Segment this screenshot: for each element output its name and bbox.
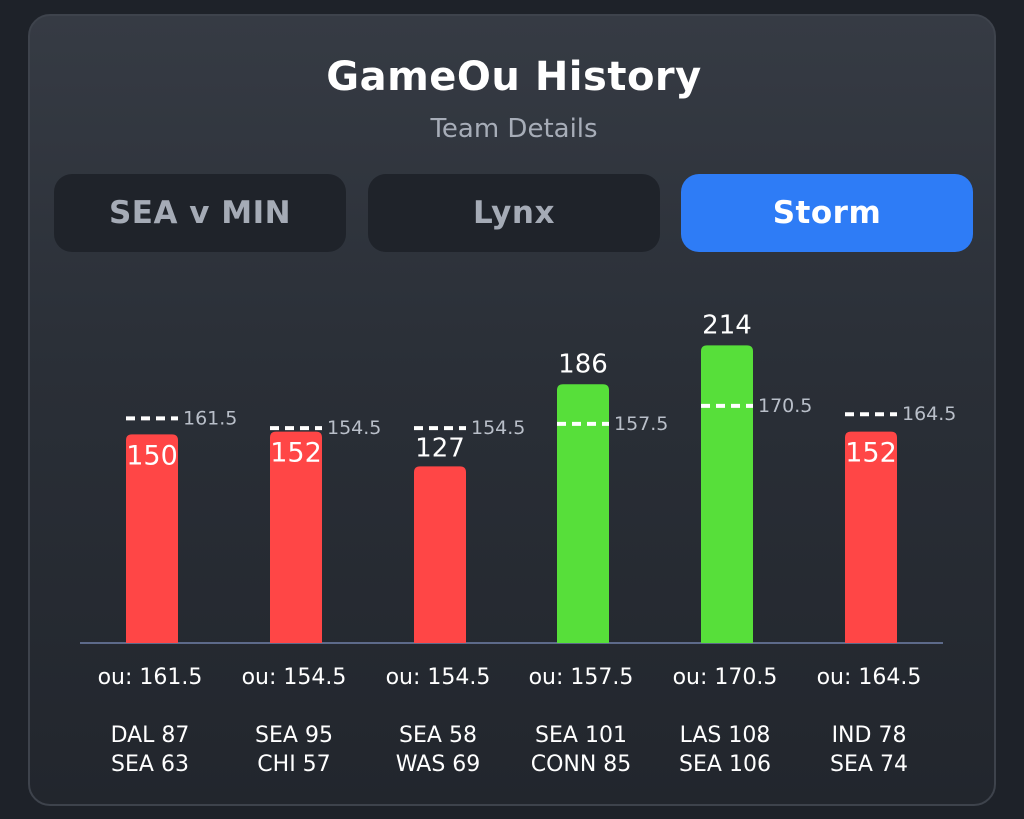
- bar-2: [270, 431, 322, 643]
- bar-value-label-1: 150: [126, 440, 178, 471]
- score-line-1-1: DAL 87: [111, 723, 190, 748]
- bar-1: [126, 434, 178, 643]
- bar-value-label-5: 214: [702, 310, 752, 340]
- bar-value-label-2: 152: [270, 438, 322, 469]
- score-line-1-6: IND 78: [832, 723, 907, 748]
- tab-sea-v-min[interactable]: SEA v MIN: [54, 174, 346, 252]
- score-line-1-3: SEA 58: [399, 723, 477, 748]
- bar-value-label-4: 186: [558, 349, 608, 379]
- ou-marker-label-2: 154.5: [327, 417, 381, 439]
- ou-marker-label-3: 154.5: [471, 417, 525, 439]
- score-line-2-6: SEA 74: [830, 752, 908, 777]
- score-line-1-5: LAS 108: [680, 723, 771, 748]
- score-line-1-2: SEA 95: [255, 723, 333, 748]
- ou-value-3: ou: 154.5: [386, 665, 491, 690]
- ou-value-2: ou: 154.5: [242, 665, 347, 690]
- score-line-2-4: CONN 85: [531, 752, 632, 777]
- ou-marker-label-1: 161.5: [183, 407, 237, 429]
- ou-marker-label-5: 170.5: [758, 395, 812, 417]
- bar-6: [845, 431, 897, 643]
- ou-value-1: ou: 161.5: [98, 665, 203, 690]
- bar-value-label-3: 127: [415, 433, 465, 463]
- ou-marker-label-4: 157.5: [614, 413, 668, 435]
- bar-5: [701, 345, 753, 643]
- score-line-1-4: SEA 101: [535, 723, 627, 748]
- score-line-2-1: SEA 63: [111, 752, 189, 777]
- tab-storm[interactable]: Storm: [681, 174, 973, 252]
- score-line-2-3: WAS 69: [396, 752, 481, 777]
- score-line-2-5: SEA 106: [679, 752, 771, 777]
- ou-value-6: ou: 164.5: [817, 665, 922, 690]
- page-title: GameOu History: [326, 54, 702, 100]
- tab-lynx[interactable]: Lynx: [368, 174, 660, 252]
- bar-3: [414, 466, 466, 643]
- score-line-2-2: CHI 57: [257, 752, 330, 777]
- ou-value-5: ou: 170.5: [673, 665, 778, 690]
- ou-marker-label-6: 164.5: [902, 403, 956, 425]
- bar-4: [557, 384, 609, 643]
- game-ou-history-card: GameOu History Team Details SEA v MIN Ly…: [28, 14, 996, 806]
- bar-value-label-6: 152: [845, 438, 897, 469]
- page-subtitle: Team Details: [430, 114, 598, 144]
- ou-value-4: ou: 157.5: [529, 665, 634, 690]
